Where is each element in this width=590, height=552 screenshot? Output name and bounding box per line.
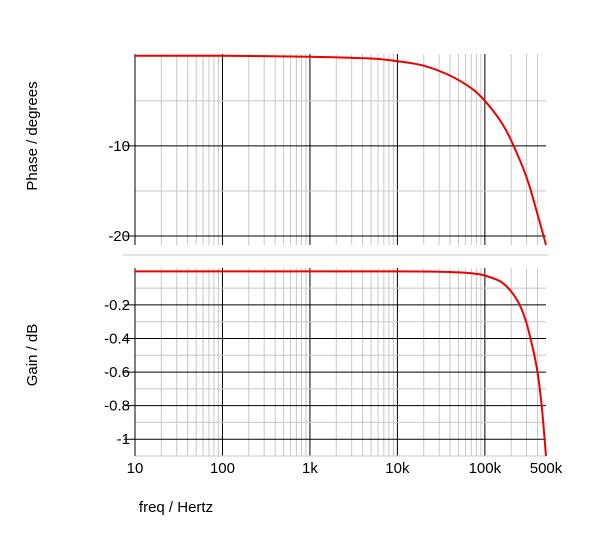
x-tick-label: 100 [210, 460, 235, 477]
x-tick-label: 10 [127, 460, 144, 477]
gain-chart: -0.2 -0.4 -0.6 -0.8 -1 10 100 1k 10k 100k 500k [104, 268, 563, 477]
gain-y-tick-label: -0.2 [104, 297, 130, 314]
gain-y-tick-label: -0.8 [104, 398, 130, 415]
gain-y-axis-label: Gain / dB [24, 324, 41, 387]
x-axis-label: freq / Hertz [139, 499, 213, 516]
x-tick-label: 500k [530, 460, 563, 477]
phase-y-axis-label: Phase / degrees [24, 81, 41, 190]
gain-series-line [135, 270, 547, 457]
x-tick-label: 1k [302, 460, 318, 477]
phase-y-tick-label: -10 [108, 138, 130, 155]
phase-chart: -10 -20 [108, 54, 547, 246]
x-tick-label: 100k [469, 460, 502, 477]
phase-y-tick-label: -20 [108, 228, 130, 245]
gain-y-tick-label: -0.6 [104, 364, 130, 381]
phase-series-line [134, 54, 547, 246]
gain-y-tick-label: -1 [117, 431, 130, 448]
x-tick-label: 10k [385, 460, 410, 477]
gain-y-tick-label: -0.4 [104, 331, 130, 348]
